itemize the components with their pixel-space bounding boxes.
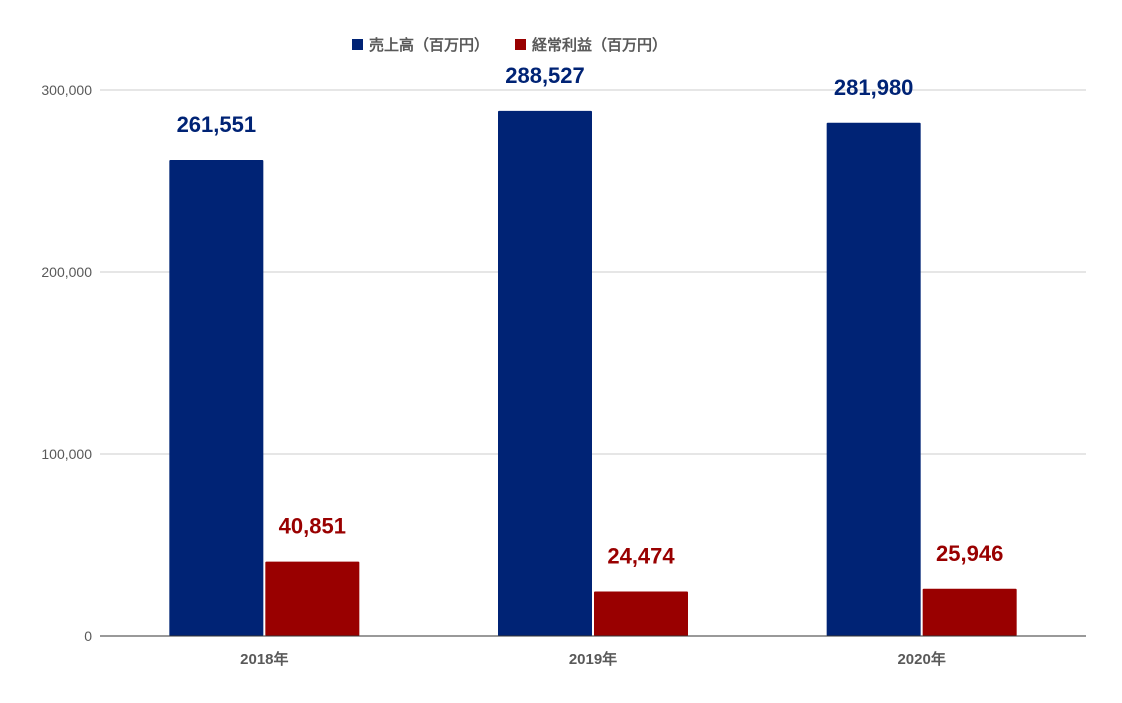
data-label: 281,980: [834, 75, 914, 100]
y-tick-label: 200,000: [41, 264, 92, 280]
bar-sales: [169, 159, 264, 636]
bar-sales: [826, 122, 921, 637]
legend-label: 売上高（百万円）: [369, 36, 489, 54]
data-labels-layer: 261,551 40,851 288,527 24,474 281,980 25,946: [177, 63, 1004, 569]
y-tick-label: 300,000: [41, 82, 92, 98]
data-label: 261,551: [177, 112, 257, 137]
y-tick-label: 0: [84, 628, 92, 644]
data-label: 24,474: [607, 543, 675, 568]
x-tick-label: 2020年: [897, 650, 945, 668]
legend: 売上高（百万円） 経常利益（百万円）: [352, 36, 667, 54]
bar-ordinary-profit: [265, 561, 360, 636]
bar-sales: [498, 110, 592, 636]
bar-ordinary-profit: [594, 591, 688, 636]
legend-swatch: [352, 39, 363, 50]
data-label: 288,527: [505, 63, 585, 88]
legend-swatch: [515, 39, 526, 50]
data-label: 40,851: [279, 514, 346, 539]
axis-layer: 0 100,000 200,000 300,000 2018年 2019年 2020年: [41, 82, 1086, 668]
bar-ordinary-profit: [922, 588, 1017, 636]
x-tick-label: 2018年: [240, 650, 288, 668]
x-tick-label: 2019年: [569, 650, 617, 668]
legend-label: 経常利益（百万円）: [532, 36, 667, 54]
y-tick-label: 100,000: [41, 446, 92, 462]
bars-layer: [169, 110, 1017, 637]
grid-layer: [100, 89, 1086, 455]
data-label: 25,946: [936, 541, 1003, 566]
